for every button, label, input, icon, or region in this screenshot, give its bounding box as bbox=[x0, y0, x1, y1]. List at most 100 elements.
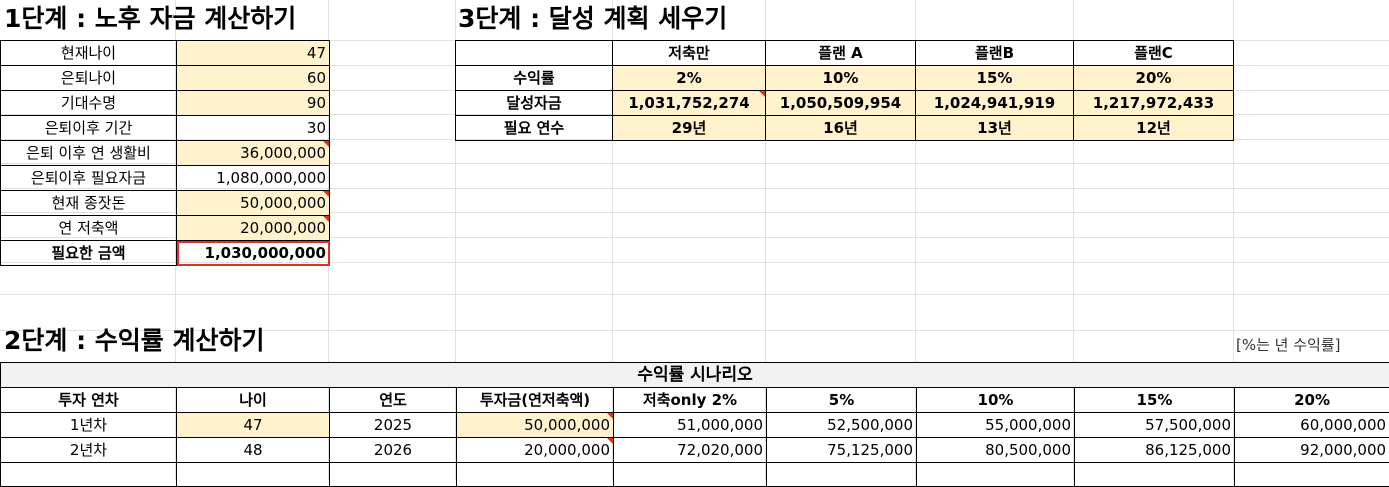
scenario-cell[interactable]: 80,500,000 bbox=[917, 438, 1075, 463]
current-age-cell[interactable]: 47 bbox=[177, 41, 330, 66]
table-row: 1년차 47 2025 50,000,000 51,000,000 52,500… bbox=[1, 413, 1389, 438]
column-header[interactable]: 플랜 A bbox=[766, 41, 916, 66]
year-count-cell[interactable]: 2년차 bbox=[1, 438, 177, 463]
table-row: 필요 연수 29년 16년 13년 12년 bbox=[456, 116, 1234, 141]
step3-table: 저축만 플랜 A 플랜B 플랜C 수익률 2% 10% 15% 20% 달성자금… bbox=[455, 40, 1234, 141]
years-needed-cell[interactable]: 12년 bbox=[1074, 116, 1234, 141]
rate-cell[interactable]: 10% bbox=[766, 66, 916, 91]
achieved-funds-cell[interactable]: 1,031,752,274 bbox=[613, 91, 766, 116]
row-label: 기대수명 bbox=[1, 91, 177, 116]
year-count-cell[interactable]: 1년차 bbox=[1, 413, 177, 438]
step2-table: 수익률 시나리오 투자 연차 나이 연도 투자금(연저축액) 저축only 2%… bbox=[0, 362, 1389, 487]
age-cell[interactable]: 47 bbox=[177, 413, 330, 438]
column-header[interactable]: 투자 연차 bbox=[1, 388, 177, 413]
row-label: 은퇴나이 bbox=[1, 66, 177, 91]
retire-period-cell[interactable]: 30 bbox=[177, 116, 330, 141]
rate-note: [%는 년 수익률] bbox=[1236, 334, 1341, 355]
retire-age-cell[interactable]: 60 bbox=[177, 66, 330, 91]
rate-cell[interactable]: 15% bbox=[916, 66, 1074, 91]
column-header[interactable]: 10% bbox=[917, 388, 1075, 413]
scenario-cell[interactable]: 72,020,000 bbox=[614, 438, 767, 463]
table-row: 2년차 48 2026 20,000,000 72,020,000 75,125… bbox=[1, 438, 1389, 463]
column-header[interactable]: 15% bbox=[1075, 388, 1235, 413]
step3-heading: 3단계 : 달성 계획 세우기 bbox=[458, 4, 727, 34]
table-row: 저축만 플랜 A 플랜B 플랜C bbox=[456, 41, 1234, 66]
empty-cell[interactable] bbox=[1, 463, 177, 487]
scenario-cell[interactable]: 51,000,000 bbox=[614, 413, 767, 438]
empty-cell[interactable] bbox=[1075, 463, 1235, 487]
years-needed-cell[interactable]: 16년 bbox=[766, 116, 916, 141]
column-header[interactable]: 연도 bbox=[330, 388, 457, 413]
empty-cell[interactable] bbox=[767, 463, 917, 487]
empty-cell[interactable] bbox=[177, 463, 330, 487]
table-row bbox=[1, 463, 1389, 487]
row-label[interactable]: 수익률 bbox=[456, 66, 613, 91]
years-needed-cell[interactable]: 29년 bbox=[613, 116, 766, 141]
column-header[interactable]: 5% bbox=[767, 388, 917, 413]
column-header[interactable]: 플랜B bbox=[916, 41, 1074, 66]
column-header[interactable]: 투자금(연저축액) bbox=[457, 388, 614, 413]
step2-heading: 2단계 : 수익률 계산하기 bbox=[4, 326, 265, 356]
rate-cell[interactable]: 20% bbox=[1074, 66, 1234, 91]
corner-cell[interactable] bbox=[456, 41, 613, 66]
life-expectancy-cell[interactable]: 90 bbox=[177, 91, 330, 116]
row-label: 필요한 금액 bbox=[1, 241, 177, 266]
needed-amount-cell[interactable]: 1,030,000,000 bbox=[177, 241, 330, 266]
column-header[interactable]: 저축만 bbox=[613, 41, 766, 66]
empty-cell[interactable] bbox=[917, 463, 1075, 487]
achieved-funds-cell[interactable]: 1,217,972,433 bbox=[1074, 91, 1234, 116]
table-row: 달성자금 1,031,752,274 1,050,509,954 1,024,9… bbox=[456, 91, 1234, 116]
empty-cell[interactable] bbox=[457, 463, 614, 487]
year-cell[interactable]: 2025 bbox=[330, 413, 457, 438]
row-label: 현재 종잣돈 bbox=[1, 191, 177, 216]
annual-savings-cell[interactable]: 20,000,000 bbox=[177, 216, 330, 241]
row-label: 현재나이 bbox=[1, 41, 177, 66]
scenario-cell[interactable]: 86,125,000 bbox=[1075, 438, 1235, 463]
row-label: 연 저축액 bbox=[1, 216, 177, 241]
annual-living-cost-cell[interactable]: 36,000,000 bbox=[177, 141, 330, 166]
column-header[interactable]: 플랜C bbox=[1074, 41, 1234, 66]
investment-cell[interactable]: 20,000,000 bbox=[457, 438, 614, 463]
table-row: 투자 연차 나이 연도 투자금(연저축액) 저축only 2% 5% 10% 1… bbox=[1, 388, 1389, 413]
table-row: 수익률 2% 10% 15% 20% bbox=[456, 66, 1234, 91]
rate-cell[interactable]: 2% bbox=[613, 66, 766, 91]
scenario-cell[interactable]: 52,500,000 bbox=[767, 413, 917, 438]
years-needed-cell[interactable]: 13년 bbox=[916, 116, 1074, 141]
empty-cell[interactable] bbox=[1235, 463, 1389, 487]
achieved-funds-cell[interactable]: 1,024,941,919 bbox=[916, 91, 1074, 116]
scenario-cell[interactable]: 60,000,000 bbox=[1235, 413, 1389, 438]
seed-money-cell[interactable]: 50,000,000 bbox=[177, 191, 330, 216]
achieved-funds-cell[interactable]: 1,050,509,954 bbox=[766, 91, 916, 116]
required-funds-cell[interactable]: 1,080,000,000 bbox=[177, 166, 330, 191]
year-cell[interactable]: 2026 bbox=[330, 438, 457, 463]
scenario-cell[interactable]: 75,125,000 bbox=[767, 438, 917, 463]
step1-heading: 1단계 : 노후 자금 계산하기 bbox=[4, 4, 296, 34]
row-label[interactable]: 달성자금 bbox=[456, 91, 613, 116]
scenario-title[interactable]: 수익률 시나리오 bbox=[1, 363, 1389, 388]
row-label: 은퇴이후 기간 bbox=[1, 116, 177, 141]
empty-cell[interactable] bbox=[330, 463, 457, 487]
scenario-cell[interactable]: 92,000,000 bbox=[1235, 438, 1389, 463]
column-header[interactable]: 나이 bbox=[177, 388, 330, 413]
table-row: 수익률 시나리오 bbox=[1, 363, 1389, 388]
row-label: 은퇴이후 필요자금 bbox=[1, 166, 177, 191]
scenario-cell[interactable]: 55,000,000 bbox=[917, 413, 1075, 438]
investment-cell[interactable]: 50,000,000 bbox=[457, 413, 614, 438]
age-cell[interactable]: 48 bbox=[177, 438, 330, 463]
row-label[interactable]: 필요 연수 bbox=[456, 116, 613, 141]
scenario-cell[interactable]: 57,500,000 bbox=[1075, 413, 1235, 438]
column-header[interactable]: 저축only 2% bbox=[614, 388, 767, 413]
column-header[interactable]: 20% bbox=[1235, 388, 1389, 413]
row-label: 은퇴 이후 연 생활비 bbox=[1, 141, 177, 166]
empty-cell[interactable] bbox=[614, 463, 767, 487]
